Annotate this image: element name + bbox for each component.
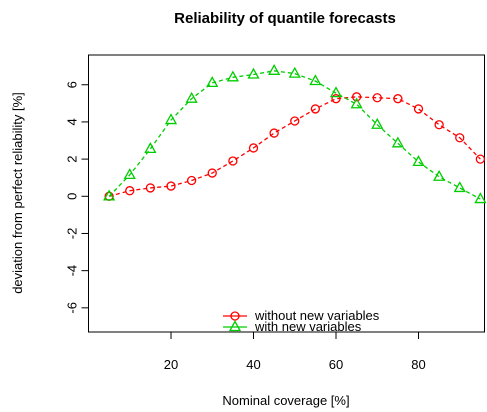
y-tick-label: -6	[65, 302, 80, 314]
y-tick-label: 4	[65, 118, 80, 125]
circle-marker	[125, 186, 135, 196]
legend-label: without new variables	[254, 308, 380, 323]
circle-marker	[186, 175, 197, 186]
circle-marker	[310, 104, 321, 114]
circle-marker	[455, 133, 465, 143]
y-tick-label: 2	[65, 155, 80, 162]
triangle-marker	[350, 97, 363, 109]
circle-marker	[434, 120, 444, 130]
y-tick-label: 6	[65, 81, 80, 88]
legend-label: with new variables	[254, 319, 362, 334]
circle-marker	[372, 93, 382, 103]
triangle-marker	[206, 76, 219, 88]
triangle-marker	[228, 320, 242, 332]
circle-marker	[290, 116, 300, 126]
triangle-marker	[371, 117, 384, 129]
triangle-marker	[329, 86, 343, 98]
circle-marker	[166, 181, 176, 191]
triangle-marker	[412, 155, 425, 167]
circle-marker	[475, 154, 486, 164]
triangle-marker	[433, 169, 446, 181]
circle-marker	[413, 104, 424, 114]
circle-marker	[145, 183, 156, 193]
circle-marker	[230, 311, 240, 321]
triangle-marker	[309, 74, 322, 86]
circle-marker	[248, 143, 259, 153]
x-tick-label: 80	[411, 357, 425, 372]
series-line	[108, 96, 481, 197]
circle-marker	[228, 156, 238, 166]
series-line	[108, 70, 481, 200]
y-axis-label: deviation from perfect reliability [%]	[10, 92, 25, 294]
y-tick-label: 0	[65, 193, 80, 200]
x-tick-label: 60	[329, 357, 343, 372]
x-tick-label: 40	[246, 357, 260, 372]
circle-marker	[269, 128, 279, 138]
circle-marker	[393, 94, 403, 104]
triangle-marker	[164, 113, 178, 125]
circle-marker	[331, 94, 341, 104]
triangle-marker	[474, 192, 487, 204]
y-tick-label: -2	[65, 228, 80, 240]
triangle-marker	[144, 142, 157, 154]
triangle-marker	[288, 66, 301, 78]
circle-marker	[207, 168, 217, 178]
triangle-marker	[123, 168, 136, 180]
triangle-marker	[247, 67, 260, 79]
triangle-marker	[391, 136, 404, 148]
triangle-marker	[453, 181, 466, 193]
triangle-marker	[103, 189, 116, 201]
triangle-marker	[185, 91, 198, 103]
triangle-marker	[226, 70, 239, 82]
plot-frame	[88, 54, 485, 333]
chart-title: Reliability of quantile forecasts	[174, 10, 396, 27]
triangle-marker	[268, 63, 281, 75]
x-tick-label: 20	[164, 357, 178, 372]
circle-marker	[351, 92, 362, 102]
y-tick-label: -4	[65, 265, 80, 277]
x-axis-label: Nominal coverage [%]	[222, 393, 349, 408]
